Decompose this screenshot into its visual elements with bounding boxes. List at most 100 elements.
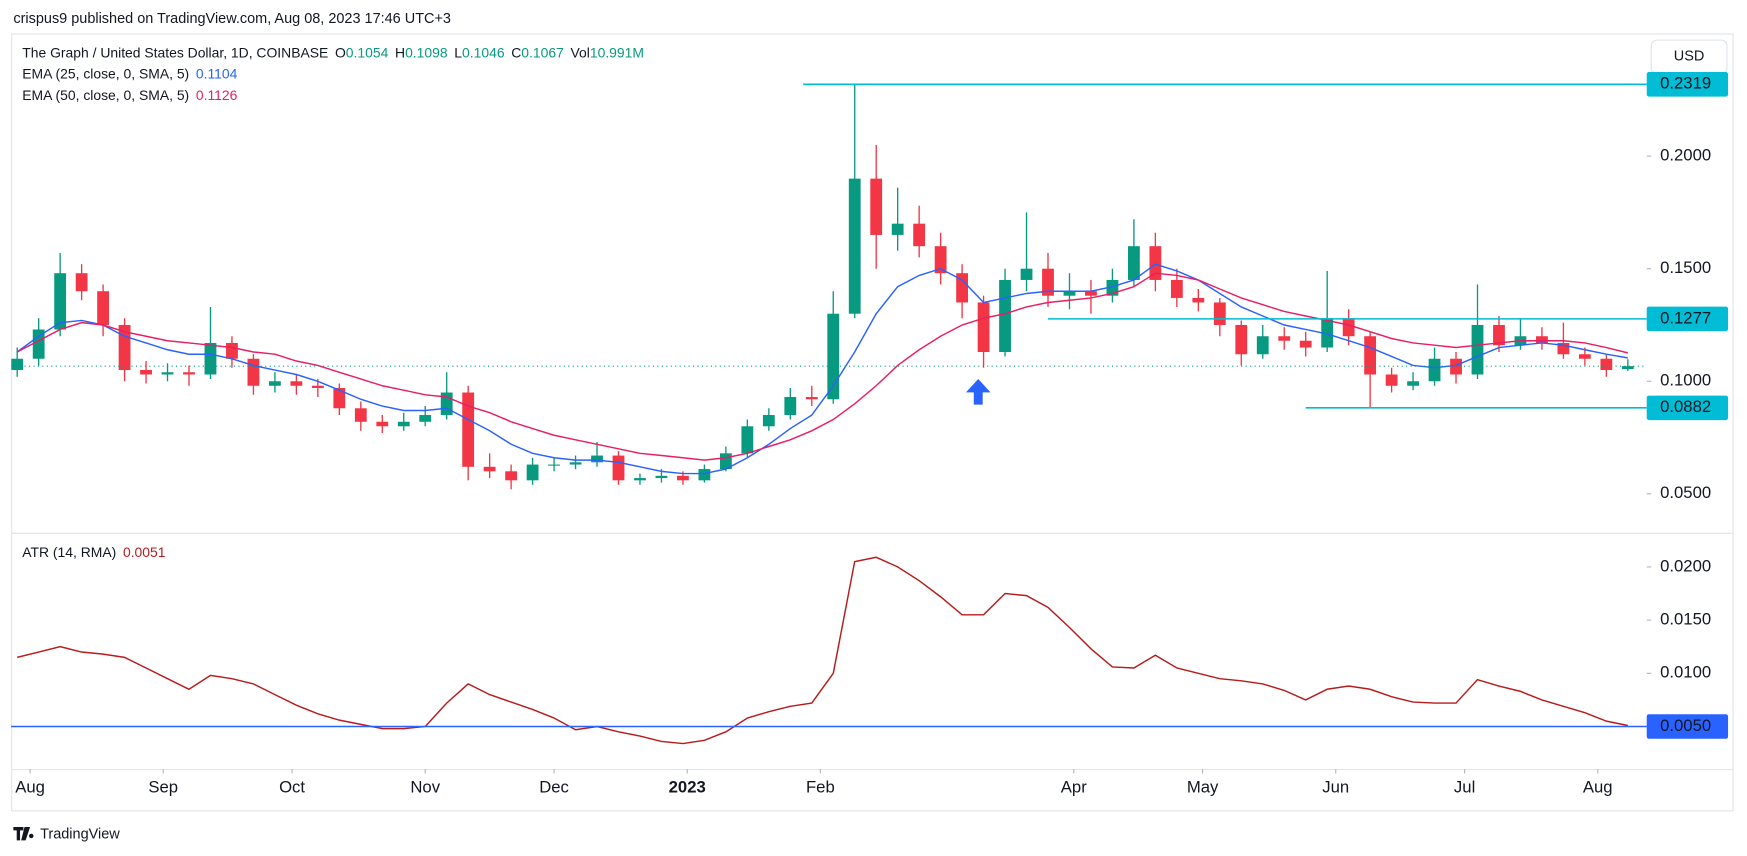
y-tick-label: 0.1000 — [1660, 371, 1711, 390]
candle-body — [204, 342, 217, 375]
candle-body — [1192, 297, 1205, 303]
candle-body — [784, 397, 797, 416]
series-line — [16, 263, 1628, 475]
candle-body — [1020, 268, 1033, 280]
candle-body — [1600, 358, 1613, 371]
candle-body — [1213, 302, 1226, 325]
candle-body — [483, 466, 496, 472]
candle-body — [1342, 318, 1355, 337]
candle-body — [440, 392, 453, 416]
candle-body — [719, 453, 732, 470]
price-label: 0.2319 — [1660, 74, 1711, 93]
price-label: 0.0882 — [1660, 397, 1711, 416]
candle-body — [677, 475, 689, 481]
chart-frame — [11, 33, 1734, 812]
candle-body — [247, 358, 260, 386]
symbol-title: The Graph / United States Dollar, 1D, CO… — [22, 44, 328, 60]
price-label-box — [1646, 714, 1729, 739]
brand-name: TradingView — [40, 827, 120, 843]
ohlc-label: L — [454, 44, 462, 60]
candle-body — [290, 381, 303, 386]
brand-logo — [13, 827, 34, 841]
candle-body — [1085, 291, 1097, 296]
candle-body — [505, 471, 518, 481]
ohlc-value: 0.1098 — [405, 44, 448, 60]
ohlc-label: O — [335, 44, 346, 60]
atr-value: 0.0051 — [123, 544, 166, 560]
candle-body — [1621, 366, 1634, 370]
candle-body — [419, 415, 432, 422]
price-label-box — [1646, 72, 1729, 97]
x-tick-label: 2023 — [669, 777, 706, 796]
x-tick-label: Jun — [1322, 777, 1349, 796]
y-tick-label: 0.0500 — [1660, 483, 1711, 502]
x-tick-label: Aug — [15, 777, 45, 796]
candle-body — [848, 178, 861, 314]
atr-name: ATR (14, RMA) — [22, 544, 116, 560]
candle-body — [934, 246, 947, 274]
candle-body — [161, 372, 174, 375]
ema-legend: EMA (25, close, 0, SMA, 5) 0.1104 — [22, 65, 237, 81]
volume-value: 10.991M — [590, 44, 644, 60]
candle-body — [1106, 279, 1119, 296]
x-tick-label: Nov — [410, 777, 440, 796]
ohlc-value: 0.1067 — [521, 44, 564, 60]
candle-body — [1557, 342, 1570, 355]
candle-body — [1536, 336, 1548, 343]
ema-value: 0.1126 — [196, 87, 238, 103]
y-tick-label: 0.0100 — [1660, 663, 1711, 682]
candle-body — [54, 273, 67, 330]
candle-body — [1170, 279, 1183, 298]
x-tick-label: Feb — [806, 777, 835, 796]
y-tick-label: 0.0150 — [1660, 610, 1711, 629]
ema-value: 0.1104 — [196, 65, 238, 81]
candle-body — [75, 273, 88, 292]
candle-body — [268, 381, 281, 386]
ohlc-label: C — [511, 44, 521, 60]
candle-body — [870, 178, 883, 235]
candle-body — [1299, 340, 1312, 348]
candle-body — [1235, 324, 1248, 355]
y-tick-label: 0.2000 — [1660, 146, 1711, 165]
candle-body — [140, 370, 152, 375]
x-tick-label: May — [1187, 777, 1219, 796]
published-line: crispus9 published on TradingView.com, A… — [13, 11, 451, 27]
candle-body — [913, 223, 926, 247]
candle-body — [1471, 324, 1484, 375]
candle-body — [891, 223, 904, 235]
candle-body — [612, 455, 625, 481]
candle-body — [999, 279, 1011, 352]
candle-body — [827, 313, 840, 400]
candle-body — [698, 469, 711, 481]
ohlc-value: 0.1054 — [346, 44, 389, 60]
candle-body — [11, 358, 24, 371]
candle-body — [1063, 291, 1076, 296]
candle-body — [1149, 246, 1162, 280]
x-tick-label: Oct — [279, 777, 305, 796]
arrow-annotation — [965, 378, 991, 405]
candle-body — [526, 464, 539, 481]
plot-area: Aug Sep Oct Nov Dec 2023 Feb Apr May Jun Jul Aug 0.2… — [11, 72, 1729, 796]
candle-body — [1493, 324, 1505, 346]
candle-body — [333, 388, 346, 409]
candle-body — [354, 408, 367, 422]
currency-label: USD — [1674, 49, 1705, 65]
price-label: 0.0050 — [1660, 716, 1711, 735]
candle-body — [655, 475, 668, 479]
candle-body — [634, 478, 646, 481]
x-tick-label: Sep — [148, 777, 178, 796]
candle-body — [548, 464, 560, 466]
candle-body — [569, 462, 582, 465]
ema-name: EMA (50, close, 0, SMA, 5) — [22, 87, 189, 103]
candle-body — [462, 392, 475, 467]
candle-body — [741, 426, 754, 454]
candle-body — [977, 302, 990, 352]
x-tick-label: Apr — [1061, 777, 1087, 796]
candle-body — [805, 397, 818, 400]
candle-body — [591, 455, 603, 463]
symbol-legend: The Graph / United States Dollar, 1D, CO… — [22, 44, 644, 60]
x-tick-label: Dec — [539, 777, 569, 796]
